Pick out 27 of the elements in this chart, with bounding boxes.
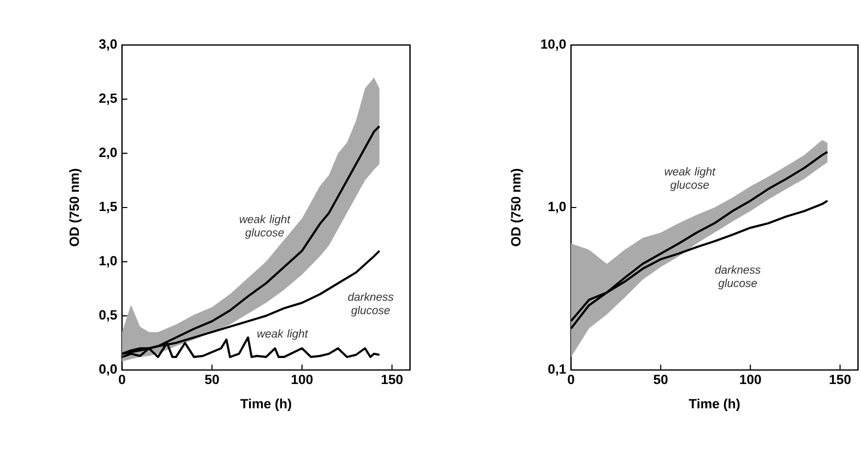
series-label: darkness glucose bbox=[348, 292, 394, 316]
y-tick-label: 0,1 bbox=[548, 364, 566, 376]
x-tick-label: 50 bbox=[205, 374, 219, 384]
x-axis-title: Time (h) bbox=[240, 398, 292, 412]
series-label: weak light bbox=[257, 329, 308, 340]
x-tick-label: 150 bbox=[382, 374, 403, 384]
y-tick-label: 10,0 bbox=[541, 39, 566, 51]
x-tick-label: 50 bbox=[654, 374, 668, 384]
y-tick-label: 2,5 bbox=[99, 93, 117, 105]
y-tick-label: 2,0 bbox=[99, 148, 117, 160]
text: weak light glucose bbox=[664, 167, 716, 192]
y-tick-label: 0,5 bbox=[99, 310, 117, 322]
y-tick-label: 1,5 bbox=[100, 202, 117, 214]
x-tick-label: 150 bbox=[830, 374, 851, 384]
y-axis-title: OD (750 nm) bbox=[69, 168, 82, 246]
text: darkness glucose bbox=[715, 265, 761, 290]
y-tick-label: 1,0 bbox=[100, 256, 117, 268]
y-tick-label: 3,0 bbox=[99, 39, 117, 51]
series-label: weak light glucose bbox=[240, 214, 291, 239]
x-tick-label: 0 bbox=[568, 374, 574, 384]
x-tick-label: 100 bbox=[740, 374, 761, 384]
y-tick-label: 0,0 bbox=[99, 364, 117, 376]
x-tick-label: 100 bbox=[292, 374, 313, 384]
y-axis-title: OD (750 nm) bbox=[510, 168, 524, 246]
y-tick-label: 1,0 bbox=[548, 202, 566, 214]
x-axis-title: Time (h) bbox=[688, 398, 740, 412]
x-tick-label: 0 bbox=[118, 374, 126, 384]
